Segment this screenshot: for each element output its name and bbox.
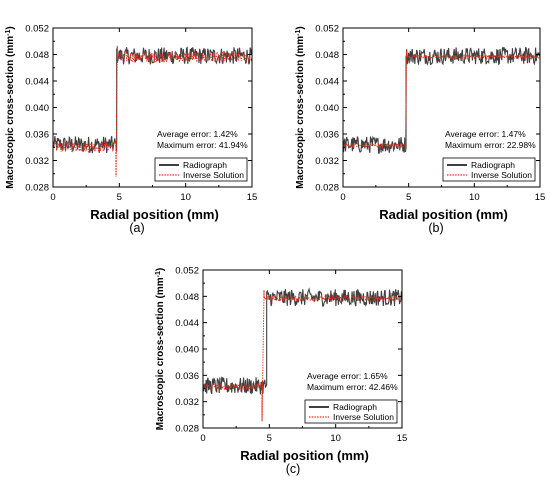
x-tick-label: 5 — [117, 192, 122, 203]
y-tick-label: 0.040 — [25, 103, 49, 114]
x-axis-label: Radial position (mm) — [240, 448, 369, 463]
y-tick-label: 0.040 — [175, 345, 199, 356]
x-tick-label: 5 — [406, 192, 411, 203]
chart-panel-2: 0.028 0.032 0.036 0.040 0.044 0.048 0.052 0 5 10 1… — [295, 24, 546, 236]
y-tick-label: 0.052 — [25, 24, 49, 35]
error-annotation: Average error: 1.65% — [307, 371, 388, 381]
series-line-inverse-solution — [203, 291, 402, 422]
panel-label: (a) — [129, 221, 144, 235]
series-line-inverse-solution — [343, 50, 540, 151]
error-annotation: Maximum error: 42.46% — [307, 382, 398, 392]
error-annotation: Average error: 1.42% — [157, 129, 238, 139]
series-line-radiograph — [53, 46, 252, 154]
y-tick-label: 0.036 — [315, 130, 339, 141]
x-tick-label: 0 — [340, 192, 345, 203]
error-annotation: Maximum error: 41.94% — [157, 140, 248, 150]
x-axis-label: Radial position (mm) — [90, 207, 219, 222]
error-annotation: Average error: 1.47% — [445, 129, 526, 139]
y-tick-label: 0.032 — [175, 397, 199, 408]
y-axis-label: Macroscopic cross-section (mm-1) — [5, 26, 17, 188]
y-tick-label: 0.044 — [25, 77, 49, 88]
y-tick-label: 0.052 — [315, 24, 339, 35]
y-tick-label: 0.032 — [315, 156, 339, 167]
x-tick-label: 15 — [535, 192, 546, 203]
x-tick-label: 10 — [469, 192, 480, 203]
legend-label: Radiograph — [471, 160, 515, 170]
legend-label: Inverse Solution — [333, 412, 394, 422]
plot-area — [203, 287, 402, 422]
y-tick-label: 0.052 — [175, 266, 199, 277]
y-tick-label: 0.036 — [175, 371, 199, 382]
y-tick-label: 0.048 — [175, 292, 199, 303]
legend-label: Inverse Solution — [471, 170, 532, 180]
error-annotation: Maximum error: 22.98% — [445, 140, 536, 150]
plot-area — [343, 46, 540, 154]
y-tick-label: 0.048 — [25, 50, 49, 61]
panel-label: (b) — [428, 221, 443, 235]
legend-label: Radiograph — [183, 160, 227, 170]
y-axis-label: Macroscopic cross-section (mm-1) — [155, 268, 167, 430]
series-line-inverse-solution — [53, 46, 252, 177]
y-tick-label: 0.048 — [315, 50, 339, 61]
y-tick-label: 0.040 — [315, 103, 339, 114]
y-tick-label: 0.044 — [315, 77, 339, 88]
chart-panel-1: 0.028 0.032 0.036 0.040 0.044 0.048 0.052 0 5 10 1… — [5, 24, 258, 236]
y-tick-label: 0.032 — [25, 156, 49, 167]
y-tick-label: 0.036 — [25, 130, 49, 141]
x-tick-label: 10 — [180, 192, 191, 203]
y-tick-label: 0.028 — [175, 424, 199, 435]
x-tick-label: 0 — [200, 433, 205, 444]
panel-label: (c) — [286, 462, 301, 476]
x-tick-label: 10 — [330, 433, 341, 444]
x-tick-label: 0 — [50, 192, 55, 203]
x-tick-label: 15 — [397, 433, 408, 444]
y-tick-label: 0.044 — [175, 318, 199, 329]
legend-label: Radiograph — [333, 402, 377, 412]
series-line-radiograph — [343, 46, 540, 154]
y-tick-label: 0.028 — [315, 183, 339, 194]
legend-label: Inverse Solution — [183, 170, 244, 180]
x-tick-label: 15 — [247, 192, 258, 203]
y-tick-label: 0.028 — [25, 183, 49, 194]
x-tick-label: 5 — [267, 433, 272, 444]
y-axis-label: Macroscopic cross-section (mm-1) — [295, 26, 307, 188]
x-axis-label: Radial position (mm) — [379, 207, 508, 222]
plot-area — [53, 46, 252, 177]
chart-panel-3: 0.028 0.032 0.036 0.040 0.044 0.048 0.052 0 5 10 1… — [155, 266, 408, 477]
